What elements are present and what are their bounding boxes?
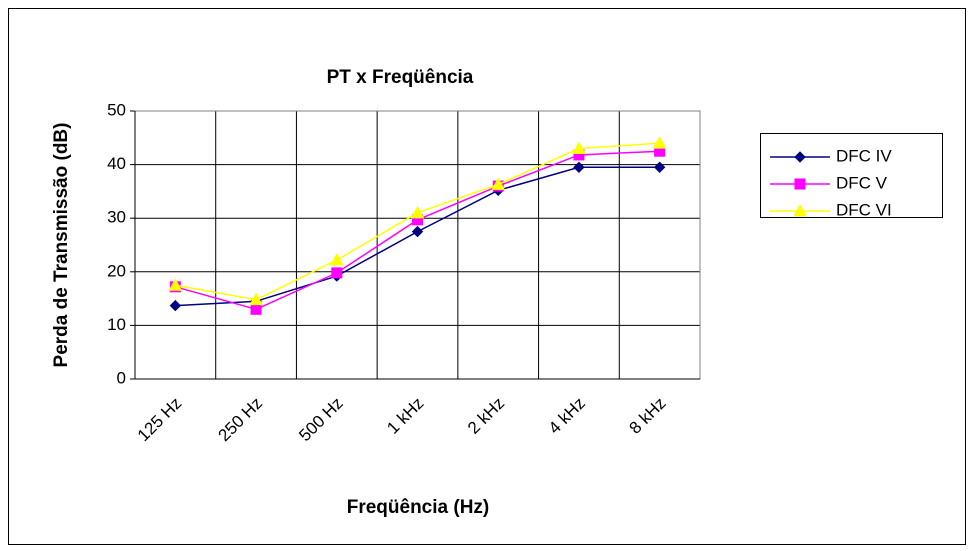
data-point [573, 161, 585, 173]
data-point [491, 177, 506, 190]
legend-label: DFC VI [836, 200, 892, 219]
y-tick-label: 20 [107, 261, 126, 280]
x-axis-label: Freqüência (Hz) [347, 497, 490, 518]
data-point [331, 267, 343, 279]
legend-marker [793, 203, 807, 217]
data-point [329, 252, 344, 266]
y-tick-label: 10 [107, 315, 126, 334]
data-point [653, 161, 666, 173]
data-point [652, 136, 667, 149]
data-point [169, 299, 182, 312]
legend-label: DFC IV [836, 146, 892, 165]
data-point [411, 225, 424, 238]
data-point [249, 292, 263, 306]
y-tick-label: 30 [107, 208, 126, 227]
legend-marker [794, 151, 806, 163]
y-tick-label: 0 [117, 368, 126, 387]
data-point [572, 141, 586, 155]
chart-title: PT x Freqüência [327, 67, 474, 88]
chart-border [8, 8, 966, 545]
legend-label: DFC V [836, 173, 888, 192]
data-point [168, 278, 183, 291]
data-point [250, 303, 262, 315]
y-tick-label: 50 [107, 100, 126, 119]
legend-marker [794, 178, 806, 190]
y-axis-label: Perda de Transmissão (dB) [51, 123, 72, 368]
legend-box [760, 133, 943, 218]
y-tick-label: 40 [107, 154, 126, 173]
data-point [410, 205, 425, 219]
